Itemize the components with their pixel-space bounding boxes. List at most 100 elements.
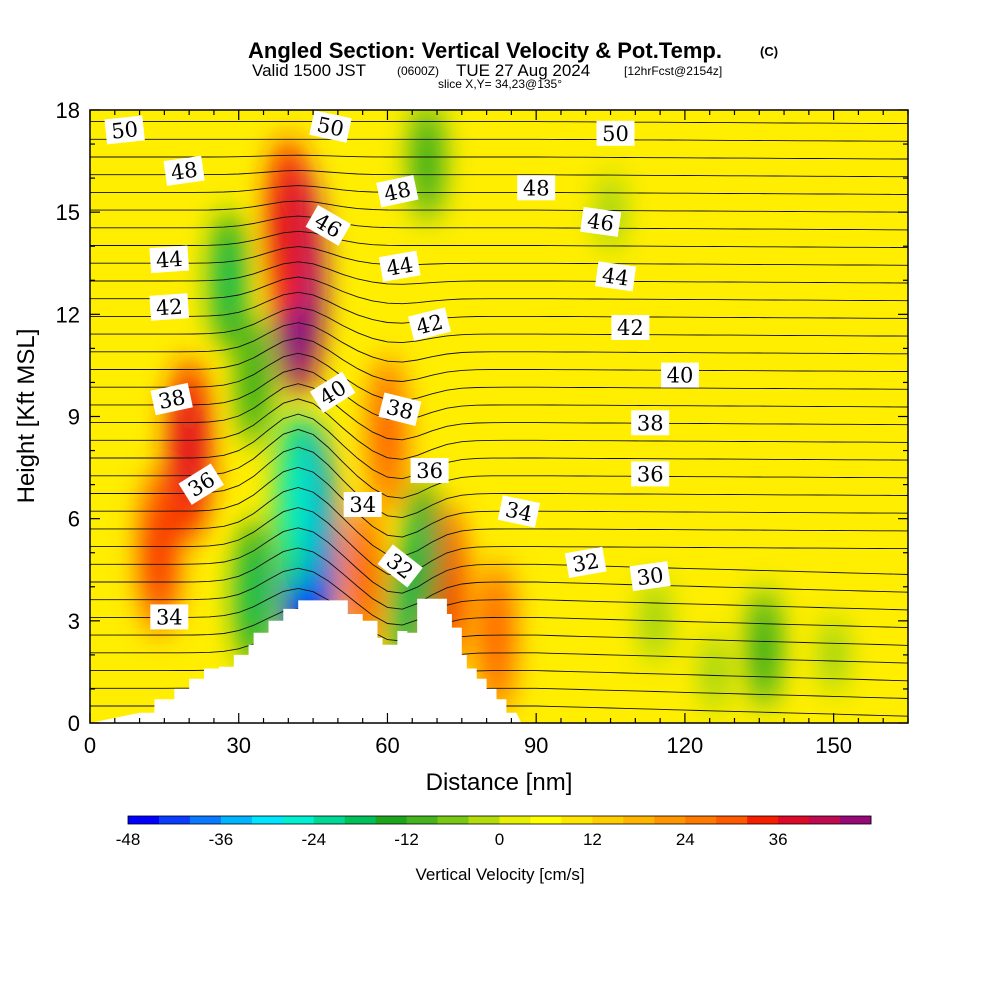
contour-label: 44 bbox=[378, 250, 421, 282]
contour-label-text: 42 bbox=[617, 316, 644, 340]
isentrope-line bbox=[90, 352, 908, 402]
isentrope-line bbox=[90, 398, 908, 460]
isentrope-line bbox=[90, 413, 908, 480]
colorbar-swatch bbox=[840, 816, 872, 824]
colorbar-swatch bbox=[716, 816, 748, 824]
contour-label-box bbox=[631, 410, 670, 436]
contour-label-box bbox=[150, 382, 193, 416]
y-tick-label: 18 bbox=[56, 98, 80, 123]
isentrope-line bbox=[90, 507, 908, 577]
contour-label-box bbox=[376, 175, 419, 208]
isentrope-line bbox=[90, 337, 908, 382]
terrain-mask bbox=[90, 598, 908, 723]
contour-label: 34 bbox=[343, 492, 382, 517]
contour-label-box bbox=[309, 110, 352, 143]
contour-label-box bbox=[149, 293, 190, 321]
plot-area: 50 48 44 42 38 36 34 50 46 40 48 44 42 38 36 34 32 34 48 50… bbox=[90, 110, 908, 723]
colorbar-swatch bbox=[158, 816, 191, 824]
contour-label-box bbox=[497, 495, 541, 528]
colorbar-swatch bbox=[685, 816, 717, 824]
contour-label-text: 48 bbox=[169, 158, 199, 185]
isentrope-line bbox=[90, 230, 908, 249]
colorbar-swatch bbox=[778, 816, 810, 824]
contour-label: 38 bbox=[150, 382, 193, 416]
contour-label: 38 bbox=[378, 392, 422, 426]
contour-label-text: 48 bbox=[523, 176, 550, 200]
valid-prefix: Valid 1500 JST bbox=[252, 61, 366, 80]
colorbar-swatch bbox=[406, 816, 438, 824]
contour-label-box bbox=[150, 604, 189, 630]
velocity-core-9 bbox=[286, 446, 311, 557]
contour-label: 32 bbox=[564, 546, 607, 579]
colorbar-swatch bbox=[468, 816, 500, 824]
colorbar-tick-label: 36 bbox=[769, 830, 788, 849]
x-tick-label: 150 bbox=[815, 733, 852, 758]
isentrope-line bbox=[90, 547, 908, 610]
contour-label-text: 48 bbox=[382, 177, 413, 206]
isentrope-line bbox=[90, 200, 908, 213]
contour-labels: 50 48 44 42 38 36 34 50 46 40 48 44 42 38 36 34 32 34 48 50… bbox=[104, 110, 699, 630]
colorbar-swatch bbox=[499, 816, 531, 824]
isentrope-line bbox=[90, 383, 908, 441]
isentrope-line bbox=[90, 246, 908, 266]
contour-label-text: 50 bbox=[315, 112, 346, 141]
contour-label: 50 bbox=[596, 120, 635, 146]
colorbar-tick-label: -24 bbox=[302, 830, 327, 849]
colorbar-swatch bbox=[561, 816, 593, 824]
colorbar-swatch bbox=[375, 816, 408, 824]
isentrope-line bbox=[90, 215, 908, 231]
velocity-core-1 bbox=[276, 174, 301, 285]
colorbar-label: Vertical Velocity [cm/s] bbox=[415, 865, 584, 884]
colorbar-swatch bbox=[344, 816, 377, 824]
y-tick-label: 6 bbox=[68, 507, 80, 532]
velocity-core-16 bbox=[754, 611, 774, 685]
y-axis-label: Height [Kft MSL] bbox=[13, 329, 40, 504]
copyright-mark: (C) bbox=[760, 44, 778, 59]
contour-label-box bbox=[661, 362, 699, 388]
contour-label-text: 34 bbox=[349, 493, 376, 517]
contour-label-text: 32 bbox=[571, 549, 601, 577]
isentrope-line bbox=[90, 276, 908, 305]
isentrope-line bbox=[90, 587, 908, 642]
isentrope-line bbox=[90, 527, 908, 594]
contour-label: 48 bbox=[517, 175, 556, 201]
x-tick-label: 120 bbox=[667, 733, 704, 758]
isentrope-line bbox=[90, 169, 908, 178]
velocity-core-3 bbox=[148, 503, 171, 603]
isentrope-line bbox=[90, 367, 908, 421]
contour-label-text: 46 bbox=[586, 209, 616, 236]
contour-label-box bbox=[305, 205, 351, 246]
x-tick-label: 0 bbox=[84, 733, 96, 758]
contour-label-box bbox=[178, 463, 224, 505]
contour-label-text: 38 bbox=[156, 385, 187, 414]
contour-label-box bbox=[631, 461, 670, 487]
contour-label: 34 bbox=[497, 495, 541, 528]
isentrope-line bbox=[90, 154, 908, 160]
contour-label: 48 bbox=[376, 175, 419, 208]
contour-label-text: 50 bbox=[110, 117, 139, 144]
contour-label: 44 bbox=[149, 245, 190, 274]
colorbar-swatch bbox=[128, 816, 160, 824]
contour-label-box bbox=[104, 115, 145, 145]
contour-label-box bbox=[408, 307, 451, 341]
isentrope-line bbox=[90, 261, 908, 285]
contour-label-box bbox=[596, 120, 635, 146]
contour-label-text: 44 bbox=[155, 247, 183, 273]
colorbar-swatch bbox=[654, 816, 686, 824]
colorbar-swatch bbox=[809, 816, 841, 824]
contour-label-box bbox=[564, 546, 607, 579]
isentrope-line bbox=[90, 138, 908, 142]
x-axis-label: Distance [nm] bbox=[426, 769, 573, 796]
contour-label: 34 bbox=[150, 604, 189, 630]
colorbar-swatch bbox=[530, 816, 562, 824]
isentrope-line bbox=[90, 567, 908, 626]
colorbar-frame bbox=[127, 815, 872, 825]
contour-label: 30 bbox=[629, 561, 671, 592]
x-tick-label: 90 bbox=[524, 733, 548, 758]
contour-label: 38 bbox=[631, 410, 670, 436]
colorbar-swatch bbox=[747, 816, 779, 824]
isentrope-line bbox=[90, 608, 908, 658]
contour-label-box bbox=[377, 544, 423, 588]
